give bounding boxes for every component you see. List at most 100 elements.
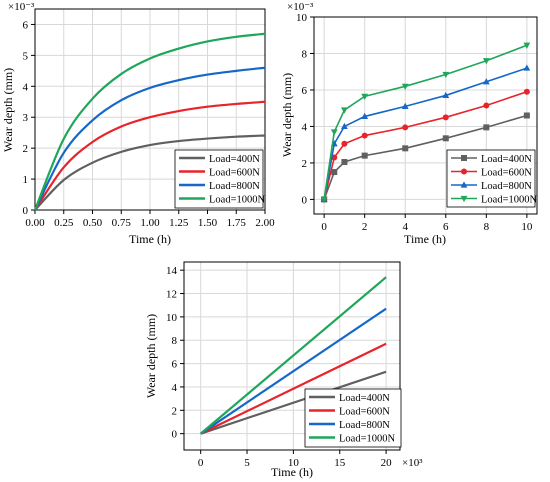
y-tick-label: 4 [23,81,29,93]
y-tick-label: 4 [302,121,308,133]
x-tick-label: 0.75 [112,217,132,229]
y-tick-label: 0 [172,429,178,441]
x-tick-label: 0.25 [54,217,74,229]
series-load-600n [34,100,266,211]
x-axis-label: Time (h) [271,465,313,479]
plot-frame [313,16,538,215]
chart-panel-2: 0 2 4 6 8 10 0 2 4 6 8 10 Time (h) Wear depth (mm) ×10… [280,1,538,246]
data-point-triangle-down [482,58,490,65]
legend: Load=400N Load=600N Load=800N Load=1000N [304,388,402,448]
x-tick-label: 0.00 [25,217,45,229]
legend-label: Load=600N [209,167,260,178]
data-point-square [402,145,409,152]
series-line [323,44,528,200]
axis-multiplier-label: ×10³ [402,457,423,469]
y-axis-label: Wear depth (mm) [144,314,158,398]
data-point-triangle-down [442,71,450,79]
data-point-circle [361,132,368,139]
y-tick-label: 0 [23,205,29,217]
legend-marker [460,195,468,203]
data-point-triangle-up [523,64,531,71]
legend-label: Load=800N [339,420,390,431]
data-point-circle [341,140,348,147]
x-tick-label: 20 [381,457,393,469]
data-point-circle [442,114,449,121]
legend-label: Load=400N [339,393,390,404]
data-point-triangle-down [341,107,348,114]
legend-label: Load=600N [339,406,390,417]
y-tick-label: 5 [23,50,29,62]
data-point-triangle-down [523,42,531,49]
legend: Load=400N Load=600N Load=800N Load=1000N [446,149,537,208]
legend-label: Load=800N [209,181,260,192]
x-tick-label: 2 [362,221,368,233]
series-load-600n [200,342,387,435]
y-tick-label: 14 [166,265,178,277]
legend-label: Load=600N [481,167,532,178]
legend-label: Load=400N [209,154,260,165]
x-axis-label: Time (h) [129,232,171,246]
x-tick-label: 10 [288,457,300,469]
data-point-square [523,112,530,119]
y-tick-label: 1 [23,174,29,186]
y-tick-label: 12 [166,289,177,301]
data-point-triangle-up [341,122,348,130]
x-tick-label: 1.25 [169,217,189,229]
y-tick-label: 10 [166,312,178,324]
series-line [200,307,387,435]
data-point-square [341,159,348,166]
series-load-800n [200,307,387,435]
chart-panel-3: 0 5 10 15 20 0 2 4 6 8 10 12 14 Time (h) Wear depth (m… [144,261,423,479]
data-point-square [331,169,338,176]
axis-multiplier-label: ×10⁻³ [8,1,35,13]
data-point-circle [483,102,490,109]
series-line [323,67,528,200]
data-point-triangle-up [482,78,490,85]
series-load-400n [200,370,387,435]
series-line [199,276,387,435]
x-tick-label: 0 [198,457,204,469]
series-line [33,32,266,211]
y-tick-label: 6 [172,359,178,371]
y-tick-label: 6 [23,19,29,31]
x-tick-label: 4 [402,221,408,233]
x-tick-label: 10 [521,221,533,233]
series-load-800n [34,66,266,211]
series-line [34,66,266,211]
legend: Load=400N Load=600N Load=800N Load=1000N [174,149,265,209]
gridlines [184,262,400,450]
legend-label: Load=400N [481,154,532,165]
data-point-triangle-up [401,102,409,109]
chart-panel-1: 0.00 0.25 0.50 0.75 1.00 1.25 1.50 1.75 2.00 0 1 2 3… [1,1,275,246]
y-tick-label: 2 [23,143,29,155]
data-point-square [361,152,368,159]
y-tick-label: 8 [172,335,178,347]
axis-multiplier-label: ×10⁻³ [287,1,314,13]
x-tick-label: 8 [484,221,490,233]
series-line [34,100,266,211]
x-tick-label: 1.50 [198,217,218,229]
data-point-circle [523,88,530,95]
y-tick-label: 3 [23,112,29,124]
series-load-800n [320,64,531,203]
x-tick-label: 0 [321,221,327,233]
series-line [200,342,387,435]
x-tick-label: 1.00 [140,217,160,229]
series-line [34,134,266,211]
y-axis-label: Wear depth (mm) [280,73,294,157]
x-tick-label: 15 [334,457,346,469]
series-load-1000n [320,42,531,204]
x-tick-label: 6 [443,221,449,233]
legend-label: Load=1000N [209,194,265,205]
y-tick-label: 8 [302,48,308,60]
legend-label: Load=800N [481,181,532,192]
x-tick-label: 1.75 [227,217,247,229]
y-tick-label: 6 [302,85,308,97]
y-tick-label: 2 [302,158,308,170]
y-axis-label: Wear depth (mm) [1,68,15,152]
plot-frame [183,261,401,451]
series-load-1000n [199,276,387,435]
y-tick-label: 0 [302,194,308,206]
legend-marker [460,181,468,188]
data-point-square [483,124,490,131]
